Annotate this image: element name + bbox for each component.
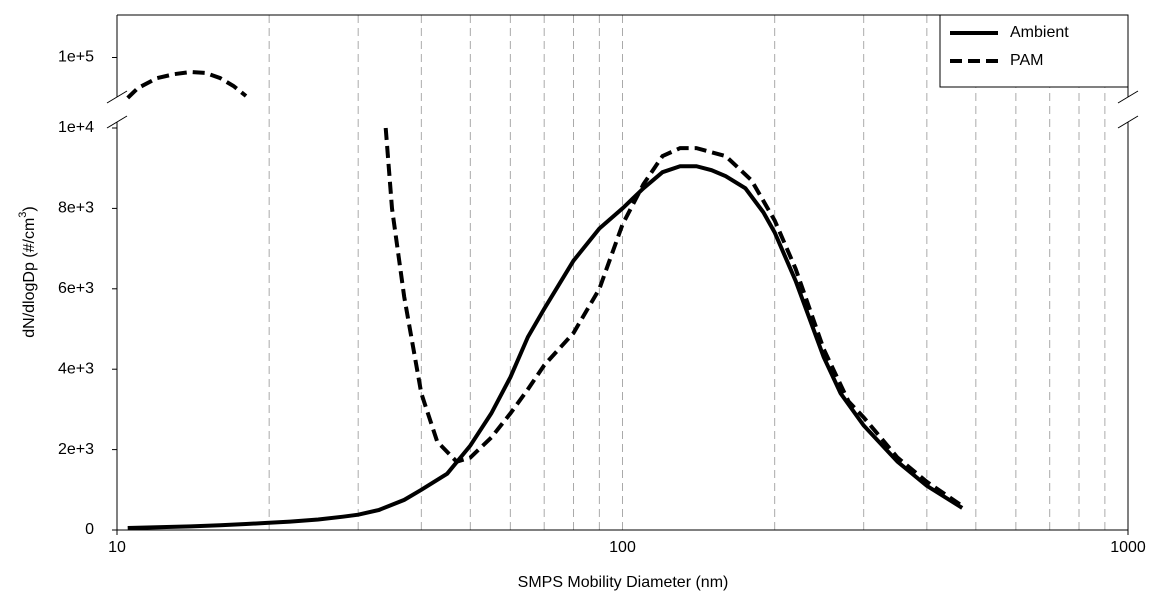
axis-break [1117,90,1139,104]
y-tick-label: 2e+3 [58,441,94,458]
y-axis-label-text: dN/dlogDp (#/cm [21,218,38,338]
y-tick-label: 0 [85,521,94,538]
y-tick-label: 8e+3 [58,200,94,217]
x-tick-label: 10 [108,539,126,556]
x-axis-label: SMPS Mobility Diameter (nm) [518,574,729,591]
x-tick-label: 1000 [1110,539,1146,556]
axis-break [1117,115,1139,129]
axis-break [106,90,128,104]
y-tick-label: 1e+4 [58,119,94,136]
y-axis-label-sup: 3 [17,212,29,218]
y-tick-label: 1e+5 [58,49,94,66]
legend-box [939,14,1129,88]
axis-break [106,115,128,129]
data-line [127,164,964,530]
data-line [126,69,248,100]
y-axis-label-end: ) [21,206,38,211]
data-line [383,127,964,508]
y-axis-label: dN/dlogDp (#/cm3) [17,206,38,338]
legend-label: PAM [1010,52,1043,69]
legend-label: Ambient [1010,24,1069,41]
x-tick-label: 100 [609,539,636,556]
y-tick-label: 4e+3 [58,360,94,377]
y-tick-label: 6e+3 [58,280,94,297]
